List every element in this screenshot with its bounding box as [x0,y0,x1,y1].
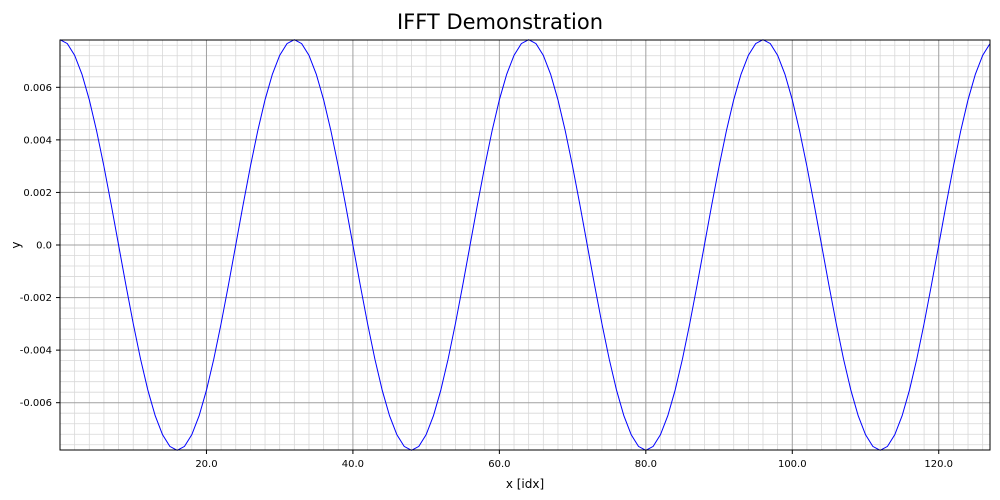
y-axis-label: y [9,241,23,248]
x-tick-label: 120.0 [924,459,953,470]
x-axis-ticks: 20.0 40.0 60.0 80.0 100.0 120.0 [195,450,953,470]
y-tick-label: 0.002 [23,188,52,199]
y-tick-label: 0.0 [36,241,52,252]
x-axis-label: x [idx] [506,477,544,491]
x-tick-label: 80.0 [635,459,657,470]
x-tick-label: 60.0 [488,459,510,470]
y-tick-label: -0.002 [20,293,52,304]
major-grid [60,40,990,450]
chart-title: IFFT Demonstration [396,10,604,34]
series-line [59,39,991,451]
series-layer [59,39,991,451]
y-tick-label: 0.004 [23,135,52,146]
y-tick-label: -0.004 [20,346,52,357]
y-tick-label: -0.006 [20,398,52,409]
y-axis-ticks: -0.006 -0.004 -0.002 0.0 0.002 0.004 0.006 [20,83,60,409]
y-tick-label: 0.006 [23,83,52,94]
x-tick-label: 40.0 [342,459,364,470]
x-tick-label: 20.0 [195,459,217,470]
x-tick-label: 100.0 [778,459,807,470]
